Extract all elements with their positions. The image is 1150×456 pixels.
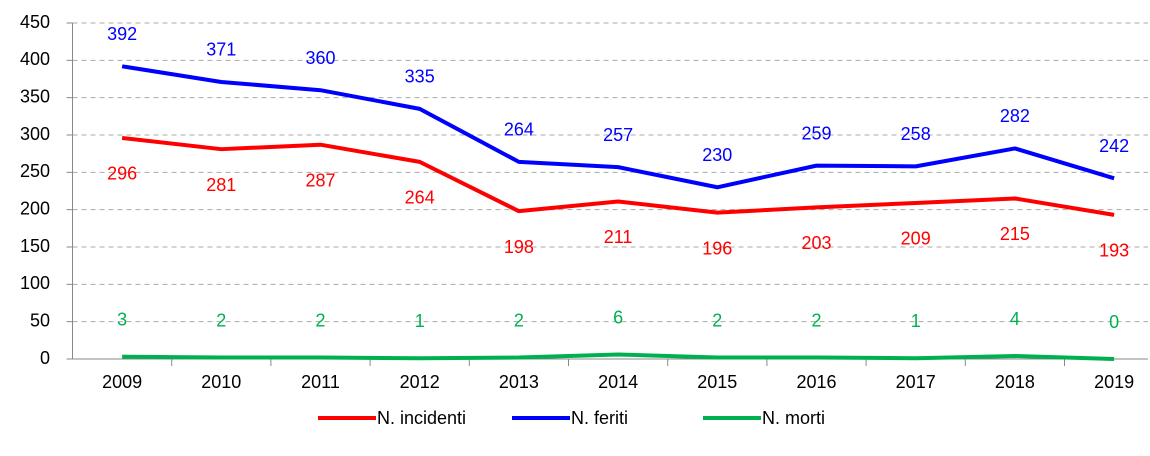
y-tick-label: 100: [20, 273, 50, 293]
x-tick-label: 2014: [598, 372, 638, 392]
legend-label: N. feriti: [571, 408, 628, 428]
legend-label: N. incidenti: [377, 408, 466, 428]
data-label: 282: [1000, 106, 1030, 126]
x-tick-label: 2011: [301, 372, 340, 392]
data-label: 264: [504, 120, 534, 140]
data-label: 1: [415, 311, 425, 331]
data-label: 4: [1010, 309, 1020, 329]
x-tick-label: 2017: [896, 372, 936, 392]
series-line: [122, 352, 1115, 361]
data-label: 360: [305, 48, 335, 68]
data-label: 3: [117, 310, 127, 330]
y-tick-label: 350: [20, 86, 50, 106]
y-tick-label: 150: [20, 236, 50, 256]
data-label: 196: [702, 238, 732, 258]
data-label: 258: [901, 124, 931, 144]
data-label: 2: [514, 310, 524, 330]
data-label: 211: [604, 227, 633, 247]
data-label: 371: [206, 40, 236, 60]
legend-label: N. morti: [762, 408, 825, 428]
y-tick-label: 300: [20, 124, 50, 144]
data-label: 1: [911, 311, 921, 331]
data-label: 6: [613, 307, 623, 327]
y-tick-label: 200: [20, 198, 50, 218]
data-label: 296: [107, 164, 137, 184]
data-label: 392: [107, 24, 137, 44]
data-label: 281: [206, 175, 236, 195]
data-label: 2: [712, 310, 722, 330]
x-tick-label: 2018: [995, 372, 1035, 392]
data-label: 230: [702, 145, 732, 165]
data-label: 215: [1000, 224, 1030, 244]
data-label: 209: [901, 229, 931, 249]
x-tick-label: 2012: [400, 372, 440, 392]
y-tick-label: 250: [20, 161, 50, 181]
data-label: 193: [1099, 241, 1129, 261]
data-label: 257: [603, 125, 633, 145]
data-label: 2: [811, 310, 821, 330]
x-tick-label: 2016: [796, 372, 836, 392]
y-tick-label: 450: [20, 12, 50, 32]
data-label: 203: [801, 233, 831, 253]
x-tick-label: 2009: [102, 372, 142, 392]
y-tick-label: 50: [30, 310, 50, 330]
data-label: 2: [315, 310, 325, 330]
y-tick-label: 0: [40, 348, 50, 368]
data-label: 264: [405, 188, 435, 208]
x-tick-label: 2013: [499, 372, 539, 392]
data-label: 2: [216, 310, 226, 330]
series-line: [121, 135, 1115, 217]
y-tick-label: 400: [20, 49, 50, 69]
x-tick-label: 2019: [1094, 372, 1134, 392]
data-label: 242: [1099, 136, 1129, 156]
x-tick-label: 2015: [697, 372, 737, 392]
data-label: 198: [504, 237, 534, 257]
x-tick-label: 2010: [201, 372, 241, 392]
data-label: 0: [1109, 312, 1119, 332]
series-line: [121, 64, 1115, 190]
data-label: 287: [305, 170, 335, 190]
data-label: 259: [801, 123, 831, 143]
data-label: 335: [405, 67, 435, 87]
